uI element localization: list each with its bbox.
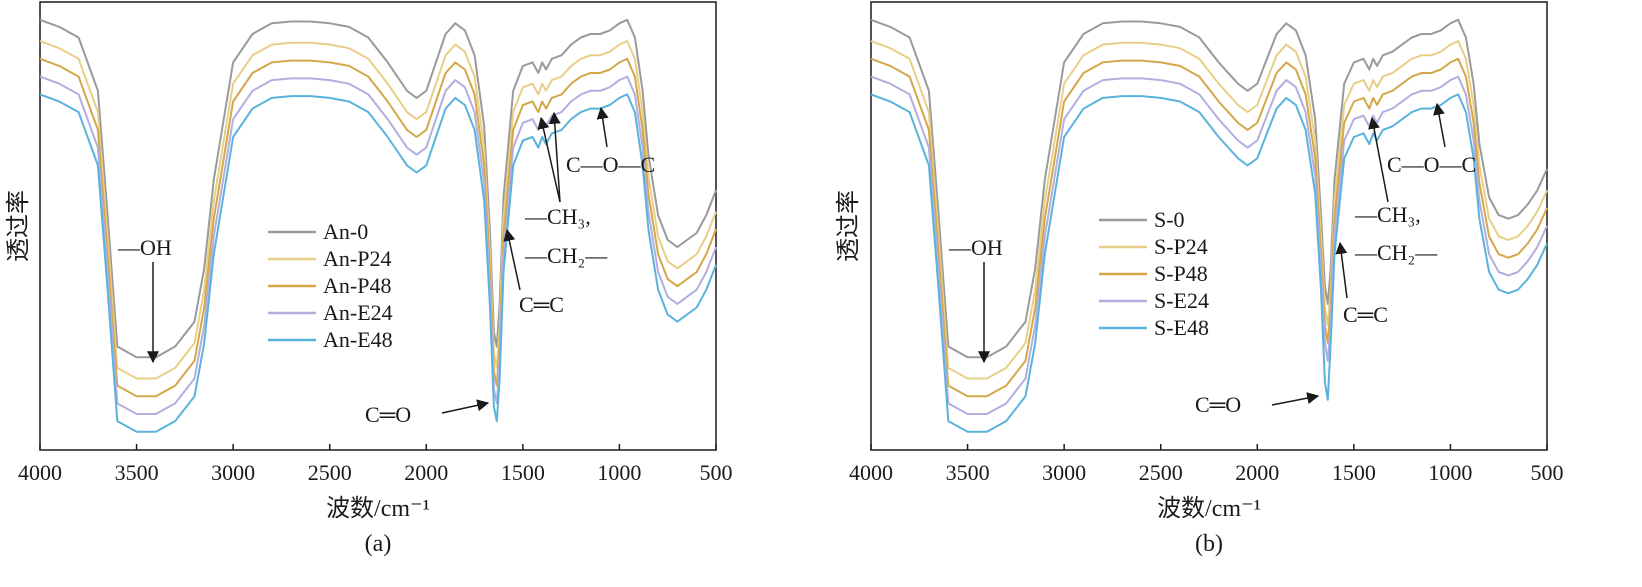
legend-label-S-E24: S-E24 (1154, 288, 1209, 313)
x-axis-title: 波数/cm⁻¹ (1157, 495, 1261, 522)
annotation-arrow (596, 106, 609, 148)
series-layer (870, 18, 1548, 433)
annotation-c-o: C═O (365, 402, 411, 427)
x-tick-label: 2000 (1235, 460, 1279, 485)
x-tick-label: 1000 (597, 460, 641, 485)
x-tick-label: 2000 (404, 460, 448, 485)
series-line-S-E48 (870, 93, 1548, 433)
legend-label-An-0: An-0 (323, 219, 368, 244)
annotation-c-c: C═C (1343, 302, 1388, 327)
legend-label-An-P48: An-P48 (323, 273, 391, 298)
annotation-c-c: C═C (519, 292, 564, 317)
x-tick-label: 3000 (211, 460, 255, 485)
annotation-ch2: —CH₂— (524, 243, 608, 268)
annotation-arrow (548, 111, 561, 203)
x-axis-title: 波数/cm⁻¹ (326, 495, 430, 522)
annotation-arrow (441, 399, 490, 414)
legend-label-S-P24: S-P24 (1154, 234, 1208, 259)
annotation-c-o: C═O (1195, 392, 1241, 417)
panel-caption: (a) (365, 531, 392, 557)
annotation-c-o-c: C—O—C (1387, 152, 1476, 177)
annotation-arrow (1368, 116, 1389, 203)
x-tick-label: 2500 (308, 460, 352, 485)
annotations: —OH C═O C═C —CH₃, —CH₂— C—O—C (117, 106, 655, 427)
x-tick-label: 500 (700, 460, 733, 485)
plot-frame (870, 1, 1548, 451)
legend-label-An-P24: An-P24 (323, 246, 391, 271)
x-ticks: 4000 3500 3000 2500 2000 1500 1000 500 (849, 444, 1564, 485)
annotation-arrow (1433, 102, 1446, 148)
plot-frame (39, 1, 717, 451)
x-tick-label: 3500 (115, 460, 159, 485)
x-tick-label: 4000 (18, 460, 62, 485)
legend-label-An-E48: An-E48 (323, 327, 393, 352)
x-tick-label: 1500 (501, 460, 545, 485)
legend-label-An-E24: An-E24 (323, 300, 393, 325)
annotation-ch3: —CH₃, (1354, 202, 1421, 227)
annotation-ch2: —CH₂— (1354, 240, 1438, 265)
panel-b: 4000 3500 3000 2500 2000 1500 1000 500 透过率 波数/c… (835, 1, 1564, 557)
series-line-S-P48 (870, 57, 1548, 398)
x-tick-label: 3500 (946, 460, 990, 485)
panel-a: 4000 3500 3000 2500 2000 1500 1000 500 透过率 波数/c… (5, 1, 733, 557)
x-tick-label: 2500 (1139, 460, 1183, 485)
annotation-oh: —OH (117, 235, 172, 260)
series-line-An-E48 (39, 93, 717, 433)
series-line-An-0 (39, 18, 717, 359)
legend-label-S-P48: S-P48 (1154, 261, 1208, 286)
y-axis-title: 透过率 (835, 190, 862, 262)
x-tick-label: 3000 (1042, 460, 1086, 485)
annotations: —OH C═O C═C —CH₃, —CH₂— C—O—C (948, 102, 1476, 417)
series-line-S-0 (870, 18, 1548, 359)
x-tick-label: 1500 (1332, 460, 1376, 485)
series-layer (39, 18, 717, 433)
annotation-ch3: —CH₃, (524, 204, 591, 229)
legend-label-S-E48: S-E48 (1154, 315, 1209, 340)
x-tick-label: 1000 (1428, 460, 1472, 485)
annotation-arrow (1335, 241, 1348, 299)
annotation-oh: —OH (948, 235, 1003, 260)
y-axis-title: 透过率 (5, 190, 32, 262)
annotation-arrow (503, 228, 521, 291)
panel-caption: (b) (1195, 531, 1223, 557)
x-tick-label: 500 (1531, 460, 1564, 485)
x-ticks: 4000 3500 3000 2500 2000 1500 1000 500 (18, 444, 733, 485)
legend-label-S-0: S-0 (1154, 207, 1185, 232)
annotation-arrow (537, 116, 561, 203)
series-line-S-E24 (870, 75, 1548, 415)
annotation-arrow (1271, 392, 1320, 406)
annotation-c-o-c: C—O—C (566, 152, 655, 177)
series-line-S-P24 (870, 40, 1548, 380)
x-tick-label: 4000 (849, 460, 893, 485)
